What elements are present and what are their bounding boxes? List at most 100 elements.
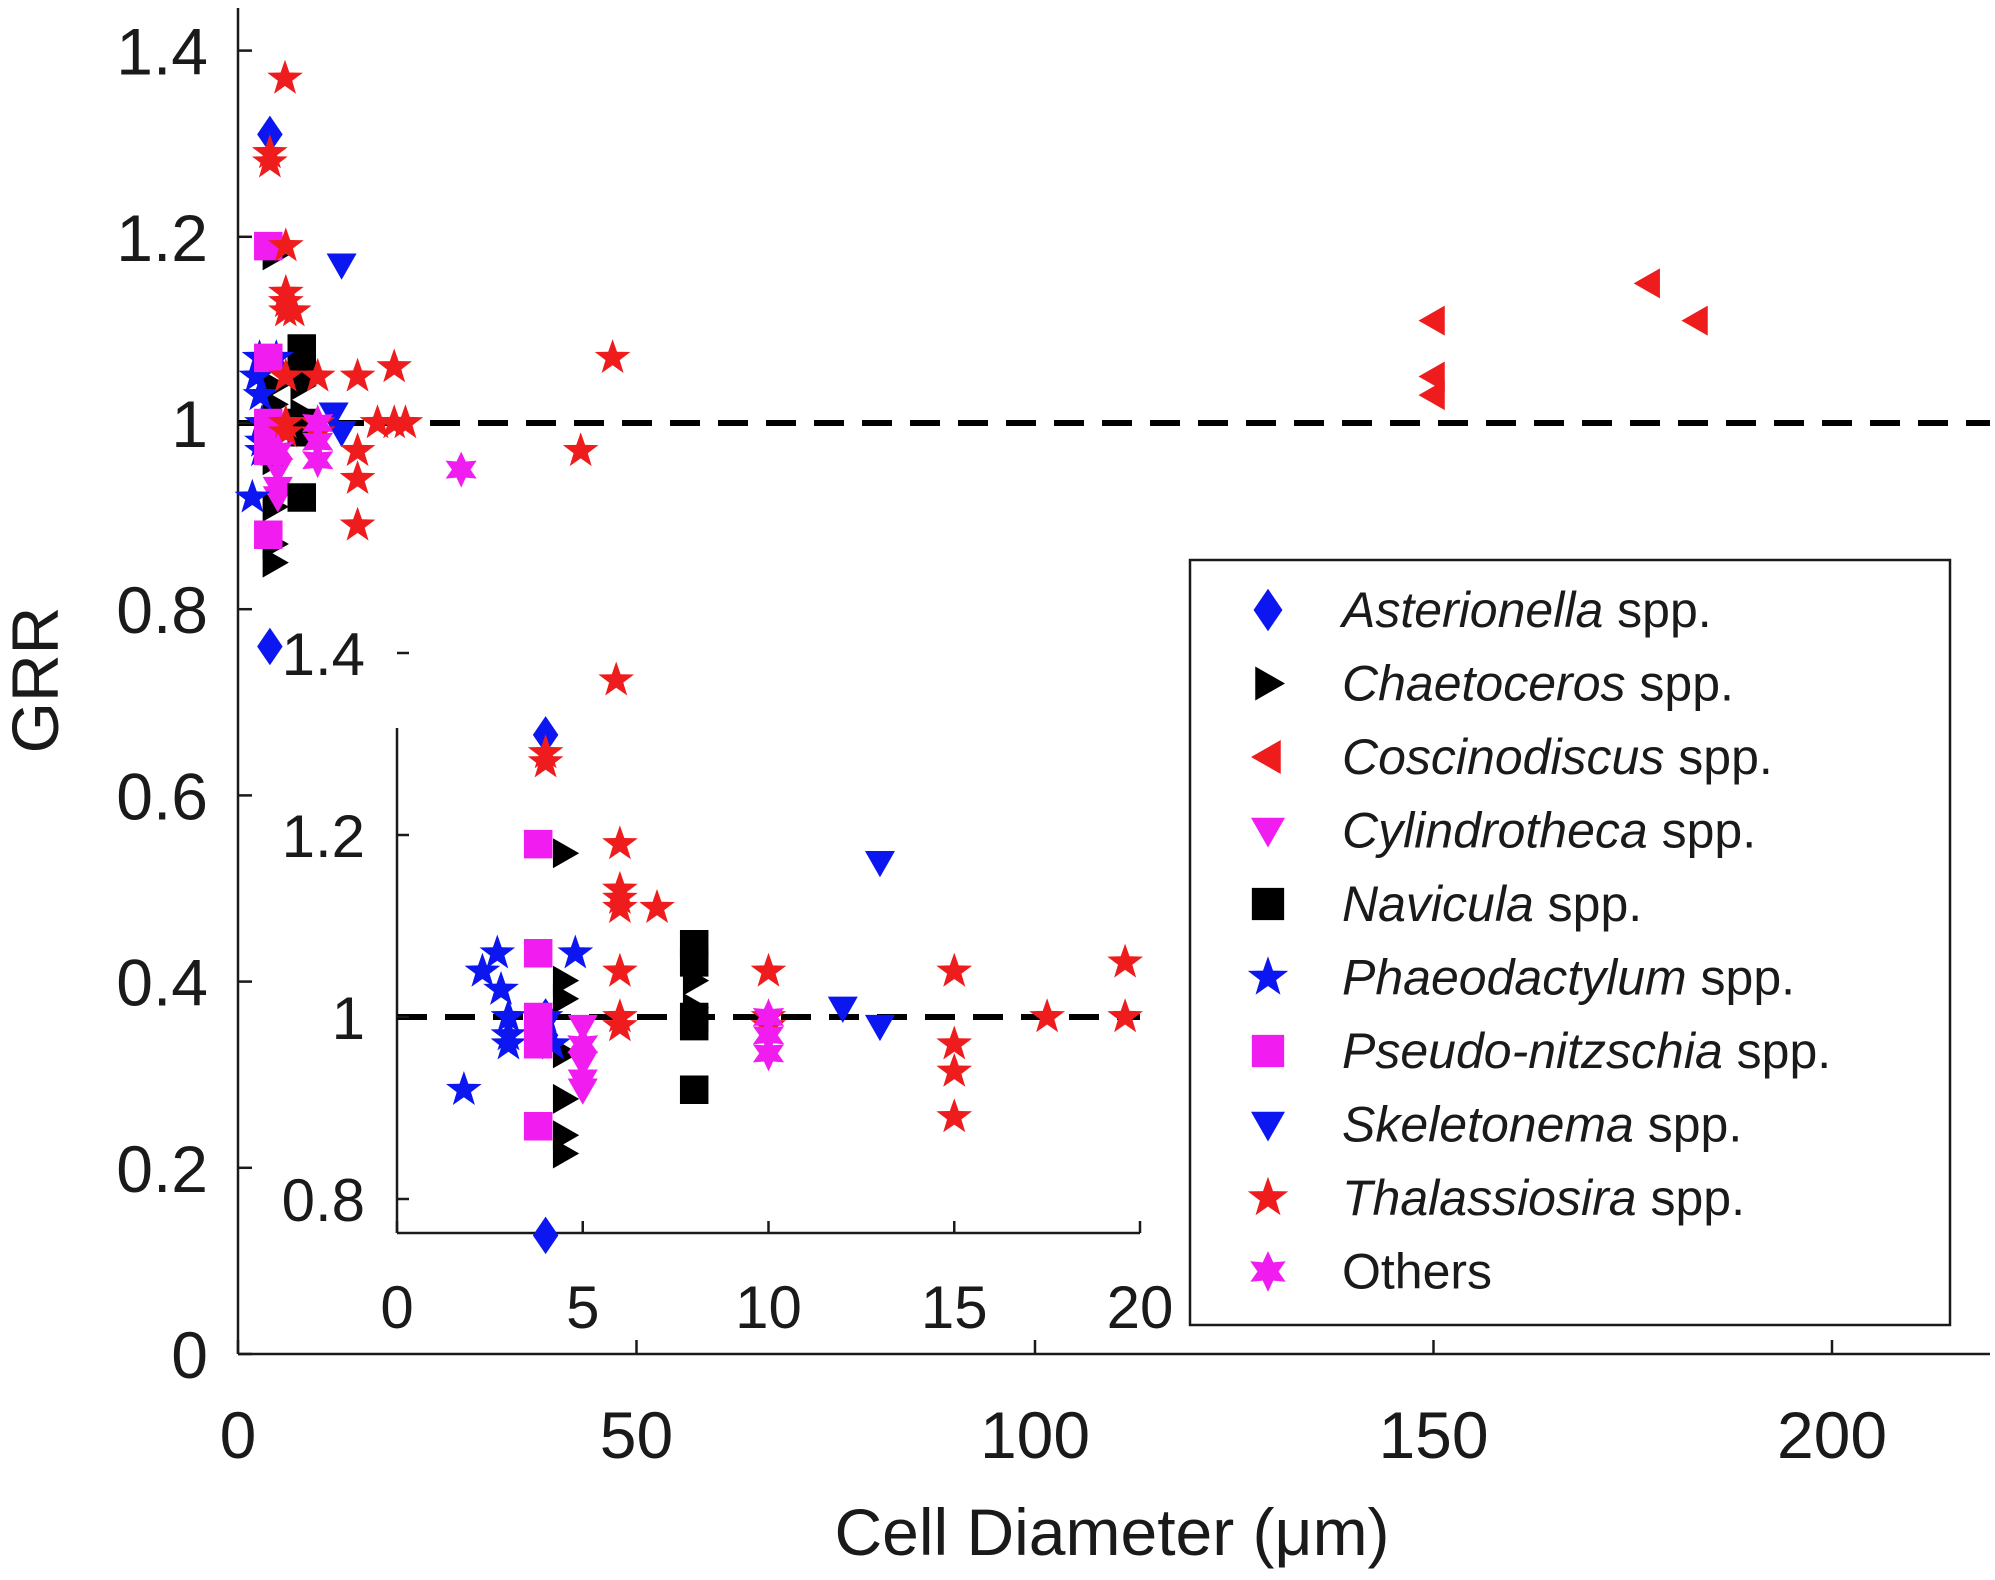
inset-point-thalassiosira <box>602 1007 638 1042</box>
point-phaeodactylum <box>242 376 279 411</box>
inset-point-thalassiosira <box>639 889 675 923</box>
inset-data-points <box>446 661 1143 1255</box>
point-navicula <box>287 483 317 512</box>
legend-label-others: Others <box>1342 1244 1492 1300</box>
legend-label-thalassiosira: Thalassiosira spp. <box>1342 1170 1745 1226</box>
point-cylindrotheca <box>262 486 293 513</box>
inset-point-navicula <box>679 1011 709 1041</box>
y-axis-label: GRR <box>0 607 72 754</box>
legend-item-chaetoceros: Chaetoceros spp. <box>1255 656 1734 712</box>
inset-x-tick-label: 15 <box>921 1274 988 1341</box>
main-plot: 0 50 100 150 200 00.20.40.60.811.21.4 Cell D… <box>0 8 1990 1569</box>
point-thalassiosira <box>594 339 631 373</box>
inset-point-skeletonema <box>864 851 895 878</box>
point-thalassiosira <box>339 506 376 541</box>
inset-point-thalassiosira <box>1107 943 1143 978</box>
inset-point-phaeodactylum <box>490 998 527 1033</box>
inset-point-thalassiosira <box>602 952 638 987</box>
inset-point-thalassiosira <box>936 1098 973 1133</box>
point-thalassiosira <box>268 413 304 448</box>
inset-x-ticks: 0 5 10 15 20 <box>380 1221 1173 1341</box>
legend-item-coscinodiscus: Coscinodiscus spp. <box>1251 729 1773 785</box>
inset-point-thalassiosira <box>598 661 634 696</box>
inset-point-thalassiosira <box>936 1052 973 1087</box>
point-others <box>262 432 294 469</box>
inset-point-others <box>752 1035 785 1072</box>
legend-label-chaetoceros: Chaetoceros spp. <box>1342 656 1734 712</box>
inset-point-asterionella <box>532 1216 559 1255</box>
legend-suffix: spp. <box>1603 582 1711 638</box>
legend-marker-asterionella <box>1253 588 1283 632</box>
legend-suffix: spp. <box>1664 729 1772 785</box>
point-skeletonema <box>326 421 357 448</box>
legend-species-name: Skeletonema <box>1342 1097 1634 1153</box>
legend-marker-pseudo-nitzschia <box>1251 1034 1285 1068</box>
main-y-tick-label: 0.4 <box>116 946 208 1020</box>
legend-item-thalassiosira: Thalassiosira spp. <box>1247 1170 1745 1226</box>
legend-species-name: Asterionella <box>1339 582 1603 638</box>
legend-species-name: Pseudo-nitzschia <box>1342 1023 1723 1079</box>
point-phaeodactylum <box>234 478 271 513</box>
legend-suffix: spp. <box>1626 656 1734 712</box>
inset-point-others <box>567 1026 599 1063</box>
point-thalassiosira <box>276 292 312 327</box>
inset-y-tick-label: 1.2 <box>282 803 365 870</box>
point-coscinodiscus <box>1681 305 1708 336</box>
inset-point-pseudo-nitzschia <box>523 1002 553 1032</box>
point-thalassiosira <box>359 404 396 439</box>
point-pseudo-nitzschia <box>254 343 283 373</box>
inset-point-chaetoceros <box>552 838 580 869</box>
inset-x-tick-label: 10 <box>735 1274 802 1341</box>
inset-point-pseudo-nitzschia <box>523 939 553 968</box>
legend-label-pseudo-nitzschia: Pseudo-nitzschia spp. <box>1342 1023 1831 1079</box>
legend-item-cylindrotheca: Cylindrotheca spp. <box>1251 803 1756 859</box>
point-others <box>302 442 334 479</box>
inset-point-thalassiosira <box>527 743 564 778</box>
inset-point-thalassiosira <box>602 889 638 923</box>
legend-species-name: Phaeodactylum <box>1342 950 1687 1006</box>
legend-suffix: spp. <box>1687 950 1795 1006</box>
point-coscinodiscus <box>1418 305 1445 336</box>
main-x-tick-label: 200 <box>1777 1398 1887 1472</box>
main-x-tick-label: 100 <box>980 1398 1090 1472</box>
main-y-tick-label: 0.2 <box>116 1132 208 1206</box>
inset-point-phaeodactylum <box>483 970 519 1005</box>
legend-suffix: spp. <box>1634 1097 1742 1153</box>
legend-item-others: Others <box>1250 1244 1492 1300</box>
inset-x-tick-label: 20 <box>1107 1274 1174 1341</box>
point-others <box>302 405 334 441</box>
point-thalassiosira <box>387 404 424 439</box>
point-thalassiosira <box>299 357 336 392</box>
main-x-tick-label: 0 <box>220 1398 257 1472</box>
inset-point-chaetoceros <box>552 1083 580 1114</box>
legend-label-coscinodiscus: Coscinodiscus spp. <box>1342 729 1773 785</box>
point-others <box>445 451 477 488</box>
legend-label-asterionella: Asterionella spp. <box>1339 582 1712 638</box>
legend-item-navicula: Navicula spp. <box>1251 876 1642 932</box>
legend-items: Asterionella spp.Chaetoceros spp.Coscino… <box>1247 582 1831 1300</box>
inset-point-pseudo-nitzschia <box>523 1111 553 1141</box>
legend-box <box>1188 558 1952 1327</box>
legend-marker-navicula <box>1251 887 1285 921</box>
inset-background <box>397 728 1140 1233</box>
main-x-ticks: 0 50 100 150 200 <box>220 1340 1887 1472</box>
inset-point-thalassiosira <box>1107 998 1143 1033</box>
legend-item-skeletonema: Skeletonema spp. <box>1251 1097 1742 1153</box>
legend-marker-phaeodactylum <box>1247 956 1289 995</box>
point-thalassiosira <box>339 357 376 392</box>
inset-point-navicula <box>679 1075 709 1105</box>
point-others <box>302 423 334 460</box>
main-data-points <box>234 59 1708 666</box>
inset-y-tick-label: 1 <box>332 985 365 1052</box>
inset-point-pseudo-nitzschia <box>523 829 553 859</box>
inset-point-cylindrotheca <box>567 1051 598 1078</box>
legend-marker-chaetoceros <box>1255 666 1285 701</box>
inset-point-pseudo-nitzschia <box>523 1030 553 1059</box>
point-skeletonema <box>318 402 349 429</box>
inset-point-phaeodactylum <box>557 934 594 969</box>
point-skeletonema <box>326 253 357 280</box>
legend-marker-skeletonema <box>1251 1111 1285 1142</box>
point-thalassiosira <box>562 432 599 467</box>
legend-label-phaeodactylum: Phaeodactylum spp. <box>1342 950 1795 1006</box>
legend-species-name: Navicula <box>1342 876 1534 932</box>
